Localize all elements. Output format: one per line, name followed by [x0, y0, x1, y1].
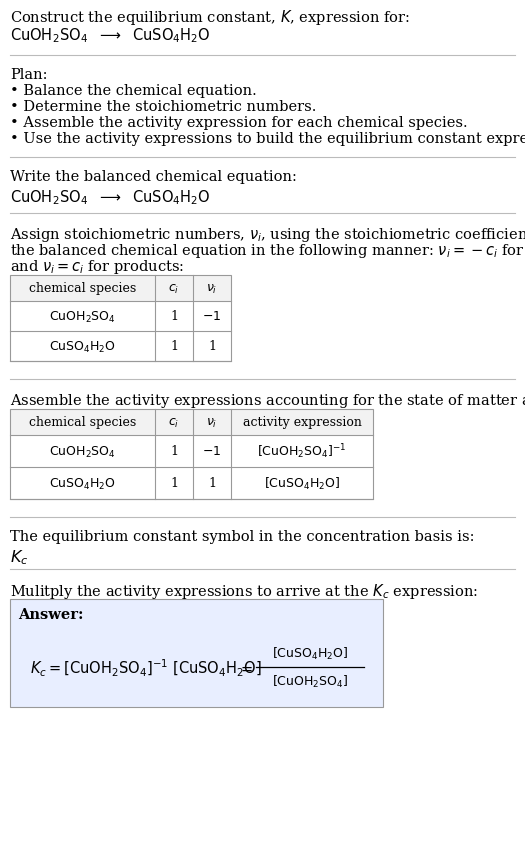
Text: 1: 1 [170, 310, 178, 323]
Bar [10, 599, 383, 707]
Text: $K_c$: $K_c$ [10, 548, 28, 566]
Text: 1: 1 [170, 445, 178, 458]
Text: $[\mathrm{CuOH_2SO_4}]^{-1}$: $[\mathrm{CuOH_2SO_4}]^{-1}$ [257, 443, 347, 461]
Text: $\mathrm{CuOH_2SO_4}$: $\mathrm{CuOH_2SO_4}$ [49, 444, 116, 459]
Text: $K_c = [\mathrm{CuOH_2SO_4}]^{-1}\ [\mathrm{CuSO_4H_2O}]$: $K_c = [\mathrm{CuOH_2SO_4}]^{-1}\ [\mat… [30, 657, 262, 678]
Bar [10, 410, 373, 436]
Text: 1: 1 [170, 340, 178, 353]
Text: • Balance the chemical equation.: • Balance the chemical equation. [10, 84, 257, 98]
Bar [10, 276, 231, 362]
Bar [10, 410, 373, 499]
Text: $\mathrm{CuOH_2SO_4}$  $\longrightarrow$  $\mathrm{CuSO_4H_2O}$: $\mathrm{CuOH_2SO_4}$ $\longrightarrow$ … [10, 26, 211, 45]
Text: Construct the equilibrium constant, $K$, expression for:: Construct the equilibrium constant, $K$,… [10, 8, 410, 27]
Text: $-1$: $-1$ [203, 310, 222, 323]
Text: Plan:: Plan: [10, 68, 47, 82]
Text: $-1$: $-1$ [203, 445, 222, 458]
Text: chemical species: chemical species [29, 416, 136, 429]
Text: Mulitply the activity expressions to arrive at the $K_c$ expression:: Mulitply the activity expressions to arr… [10, 581, 478, 600]
Text: $[\mathrm{CuSO_4H_2O}]$: $[\mathrm{CuSO_4H_2O}]$ [264, 475, 340, 492]
Text: 1: 1 [170, 477, 178, 490]
Text: • Use the activity expressions to build the equilibrium constant expression.: • Use the activity expressions to build … [10, 132, 525, 146]
Text: Write the balanced chemical equation:: Write the balanced chemical equation: [10, 170, 297, 183]
Text: $\mathrm{CuSO_4H_2O}$: $\mathrm{CuSO_4H_2O}$ [49, 339, 116, 354]
Bar [10, 276, 231, 301]
Text: $\mathrm{CuOH_2SO_4}$: $\mathrm{CuOH_2SO_4}$ [49, 309, 116, 325]
Text: $=$: $=$ [238, 660, 254, 675]
Text: The equilibrium constant symbol in the concentration basis is:: The equilibrium constant symbol in the c… [10, 530, 475, 543]
Text: Answer:: Answer: [18, 607, 83, 622]
Text: $[\mathrm{CuSO_4H_2O}]$: $[\mathrm{CuSO_4H_2O}]$ [272, 645, 348, 661]
Text: $\mathrm{CuSO_4H_2O}$: $\mathrm{CuSO_4H_2O}$ [49, 476, 116, 491]
Text: $[\mathrm{CuOH_2SO_4}]$: $[\mathrm{CuOH_2SO_4}]$ [272, 673, 348, 690]
Text: activity expression: activity expression [243, 416, 361, 429]
Text: $\nu_i$: $\nu_i$ [206, 282, 218, 295]
Text: Assign stoichiometric numbers, $\nu_i$, using the stoichiometric coefficients, $: Assign stoichiometric numbers, $\nu_i$, … [10, 226, 525, 244]
Text: $\mathrm{CuOH_2SO_4}$  $\longrightarrow$  $\mathrm{CuSO_4H_2O}$: $\mathrm{CuOH_2SO_4}$ $\longrightarrow$ … [10, 188, 211, 207]
Text: Assemble the activity expressions accounting for the state of matter and $\nu_i$: Assemble the activity expressions accoun… [10, 392, 525, 410]
Text: and $\nu_i = c_i$ for products:: and $\nu_i = c_i$ for products: [10, 257, 184, 276]
Text: chemical species: chemical species [29, 282, 136, 295]
Text: $c_i$: $c_i$ [169, 416, 180, 429]
Text: 1: 1 [208, 477, 216, 490]
Text: • Assemble the activity expression for each chemical species.: • Assemble the activity expression for e… [10, 116, 468, 130]
Text: 1: 1 [208, 340, 216, 353]
Text: $c_i$: $c_i$ [169, 282, 180, 295]
Text: the balanced chemical equation in the following manner: $\nu_i = -c_i$ for react: the balanced chemical equation in the fo… [10, 242, 525, 260]
Text: • Determine the stoichiometric numbers.: • Determine the stoichiometric numbers. [10, 100, 317, 114]
Text: $\nu_i$: $\nu_i$ [206, 416, 218, 429]
